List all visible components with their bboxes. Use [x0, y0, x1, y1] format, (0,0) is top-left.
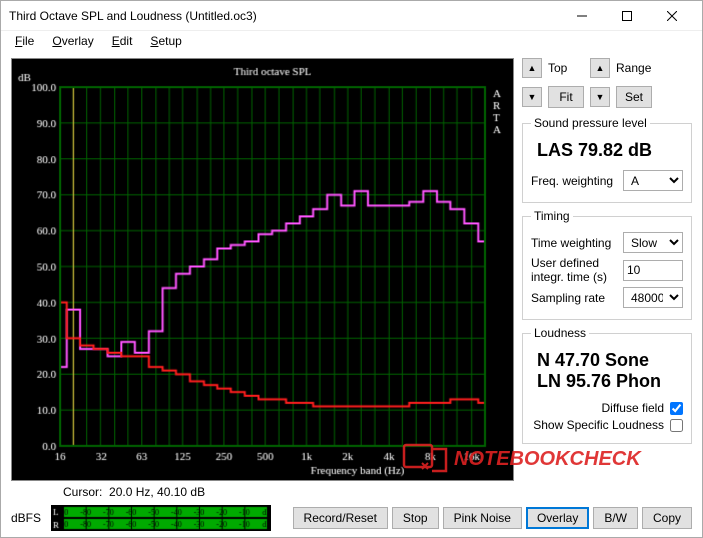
- top-label: Top: [548, 61, 584, 75]
- range-down-button[interactable]: ▼: [590, 87, 610, 107]
- cursor-readout: Cursor: 20.0 Hz, 40.10 dB: [11, 481, 514, 499]
- maximize-icon: [622, 11, 632, 21]
- spl-chart[interactable]: [12, 59, 513, 480]
- freq-weighting-select[interactable]: A: [623, 170, 683, 191]
- bw-button[interactable]: B/W: [593, 507, 638, 529]
- specific-label: Show Specific Loudness: [533, 418, 664, 432]
- loudness-phon: LN 95.76 Phon: [531, 371, 683, 398]
- timing-group: Timing Time weighting Slow User defined …: [522, 209, 692, 320]
- chart-container: [11, 58, 514, 481]
- user-time-input[interactable]: [623, 260, 683, 281]
- menu-setup[interactable]: Setup: [142, 32, 189, 50]
- menubar: File Overlay Edit Setup: [1, 31, 702, 50]
- timing-legend: Timing: [531, 209, 573, 223]
- close-button[interactable]: [649, 1, 694, 30]
- nav-bottom-row: ▼ Fit ▼ Set: [522, 86, 692, 108]
- window-controls: [559, 1, 694, 30]
- overlay-button[interactable]: Overlay: [526, 507, 589, 529]
- minimize-icon: [577, 11, 587, 21]
- bottom-bar: dBFS Record/Reset Stop Pink Noise Overla…: [1, 505, 702, 537]
- dbfs-label: dBFS: [11, 511, 41, 525]
- nav-top-row: ▲ Top ▲ Range: [522, 58, 692, 78]
- range-up-button[interactable]: ▲: [590, 58, 610, 78]
- fit-button[interactable]: Fit: [548, 86, 584, 108]
- copy-button[interactable]: Copy: [642, 507, 692, 529]
- level-meter: [51, 505, 271, 531]
- record-button[interactable]: Record/Reset: [293, 507, 388, 529]
- user-time-label: User defined integr. time (s): [531, 256, 617, 284]
- titlebar: Third Octave SPL and Loudness (Untitled.…: [1, 1, 702, 31]
- specific-checkbox[interactable]: [670, 419, 683, 432]
- app-window: Third Octave SPL and Loudness (Untitled.…: [0, 0, 703, 538]
- pink-noise-button[interactable]: Pink Noise: [443, 507, 522, 529]
- button-row: Record/Reset Stop Pink Noise Overlay B/W…: [293, 507, 692, 529]
- spl-reading: LAS 79.82 dB: [531, 136, 683, 167]
- scroll-up-button[interactable]: ▲: [522, 58, 542, 78]
- loudness-sone: N 47.70 Sone: [531, 346, 683, 371]
- diffuse-checkbox[interactable]: [670, 402, 683, 415]
- menu-edit[interactable]: Edit: [104, 32, 141, 50]
- spl-legend: Sound pressure level: [531, 116, 650, 130]
- loudness-legend: Loudness: [531, 326, 589, 340]
- range-label: Range: [616, 61, 651, 75]
- window-title: Third Octave SPL and Loudness (Untitled.…: [9, 9, 559, 23]
- right-panel: ▲ Top ▲ Range ▼ Fit ▼ Set Sound pressure…: [522, 58, 692, 499]
- minimize-button[interactable]: [559, 1, 604, 30]
- menu-file[interactable]: File: [7, 32, 42, 50]
- content-area: Cursor: 20.0 Hz, 40.10 dB ▲ Top ▲ Range …: [1, 50, 702, 505]
- menu-overlay[interactable]: Overlay: [44, 32, 101, 50]
- time-weighting-label: Time weighting: [531, 236, 617, 250]
- sampling-label: Sampling rate: [531, 291, 617, 305]
- loudness-group: Loudness N 47.70 Sone LN 95.76 Phon Diff…: [522, 326, 692, 444]
- freq-weighting-label: Freq. weighting: [531, 174, 617, 188]
- set-button[interactable]: Set: [616, 86, 652, 108]
- diffuse-label: Diffuse field: [602, 401, 664, 415]
- spl-group: Sound pressure level LAS 79.82 dB Freq. …: [522, 116, 692, 203]
- time-weighting-select[interactable]: Slow: [623, 232, 683, 253]
- maximize-button[interactable]: [604, 1, 649, 30]
- stop-button[interactable]: Stop: [392, 507, 439, 529]
- sampling-select[interactable]: 48000: [623, 287, 683, 308]
- scroll-down-button[interactable]: ▼: [522, 87, 542, 107]
- left-panel: Cursor: 20.0 Hz, 40.10 dB: [11, 58, 514, 499]
- level-meter-canvas: [51, 505, 271, 531]
- close-icon: [667, 11, 677, 21]
